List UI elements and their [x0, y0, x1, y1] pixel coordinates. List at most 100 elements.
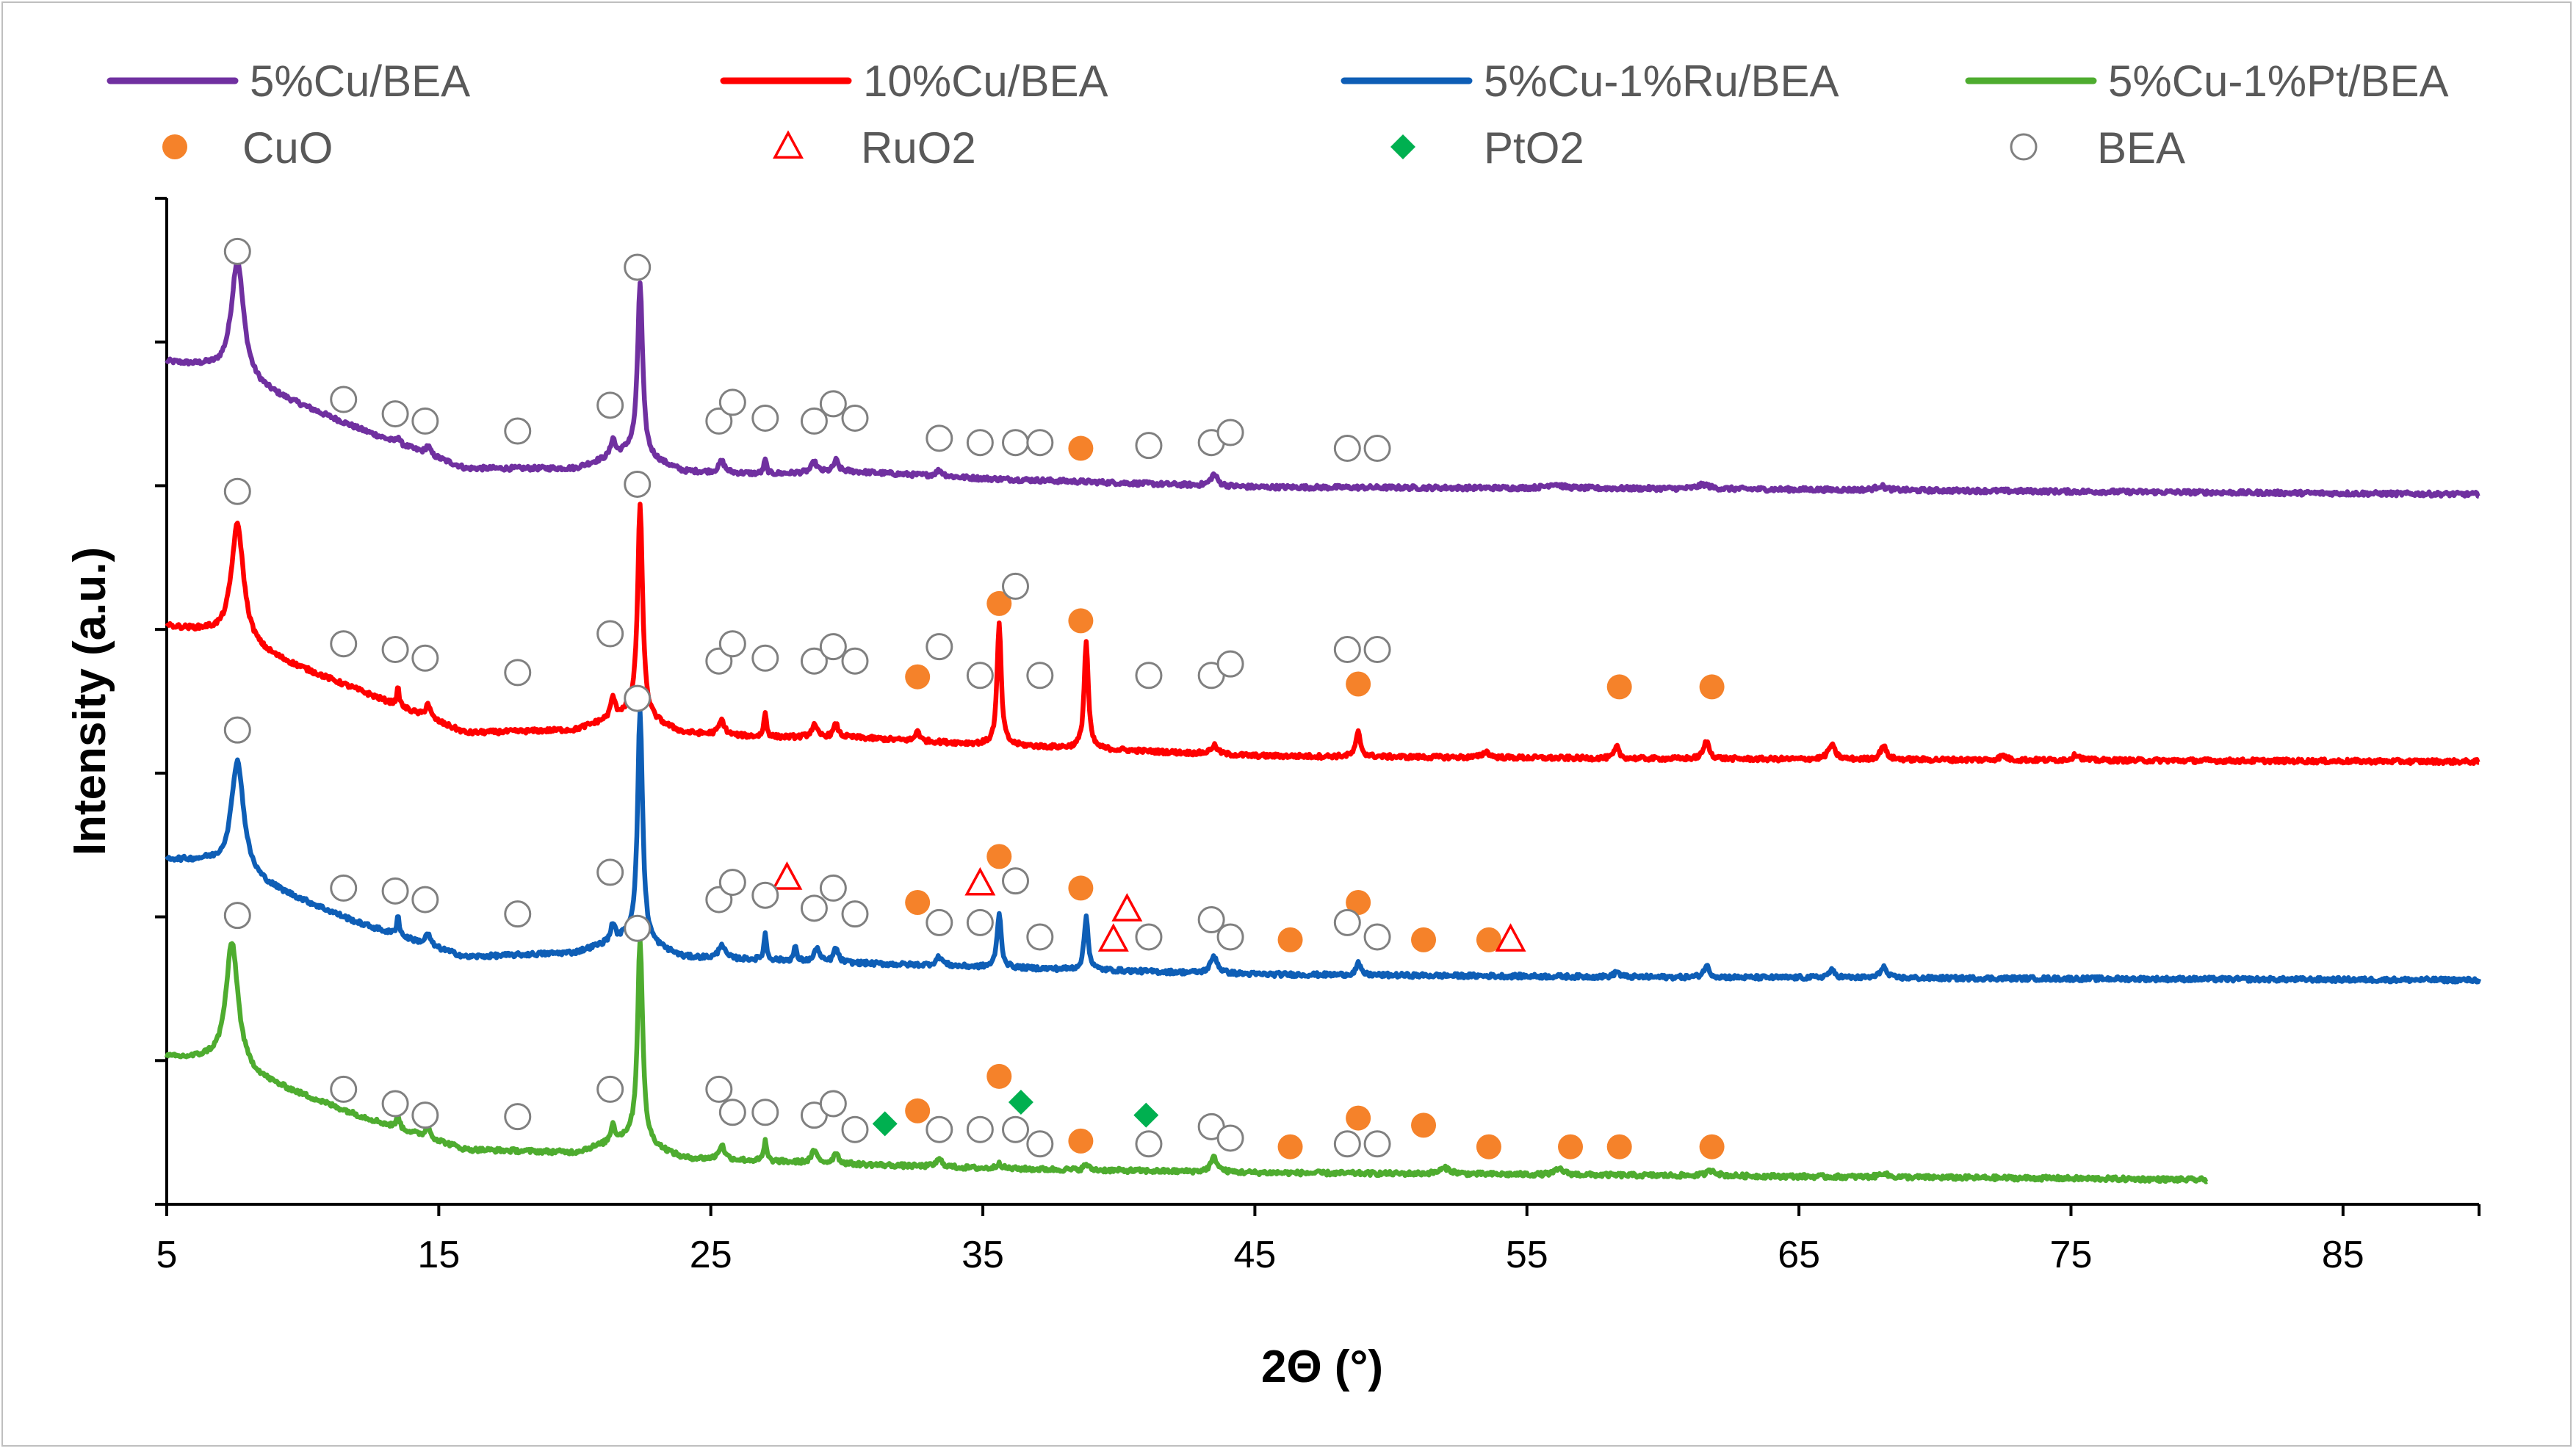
x-tick-label: 55: [1506, 1234, 1548, 1276]
marker-cuo: [1699, 1134, 1725, 1159]
marker-bea: [800, 894, 828, 922]
marker-bea: [223, 477, 251, 505]
marker-cuo: [1346, 890, 1371, 915]
marker-bea: [819, 390, 847, 418]
x-tick-label: 5: [156, 1234, 178, 1276]
marker-pto2: [1133, 1102, 1159, 1128]
marker-bea: [1026, 429, 1054, 457]
marker-bea: [504, 659, 532, 687]
axes: 5 15 25 35 45 55 65 75 85: [155, 197, 2481, 1276]
legend-symbol-bea: [2010, 133, 2038, 161]
marker-bea: [718, 630, 746, 658]
series-5cu-bea: [165, 258, 2481, 499]
marker-bea: [624, 914, 652, 942]
marker-cuo: [1346, 671, 1371, 697]
marker-bea: [624, 253, 652, 281]
marker-bea: [596, 1075, 624, 1103]
marker-ruo2: [1111, 893, 1143, 922]
marker-bea: [1026, 1130, 1054, 1158]
marker-bea: [705, 407, 733, 435]
marker-bea: [411, 644, 439, 672]
marker-bea: [1216, 419, 1244, 446]
marker-pto2: [1008, 1090, 1033, 1115]
marker-bea: [411, 886, 439, 913]
marker-bea: [819, 1090, 847, 1118]
marker-bea: [624, 684, 652, 712]
marker-bea: [411, 407, 439, 435]
legend-marker-pto2: [1390, 134, 1415, 159]
marker-bea: [926, 908, 953, 936]
legend-symbol-cuo: [162, 134, 187, 159]
x-tick-label: 75: [2050, 1234, 2093, 1276]
legend-label-cuo: CuO: [242, 123, 333, 173]
legend-label-5cu-bea: 5%Cu/BEA: [250, 57, 470, 106]
legend-label-ruo2: RuO2: [861, 123, 976, 173]
marker-bea: [1216, 923, 1244, 951]
marker-group: [223, 237, 1725, 1159]
marker-bea: [1135, 1130, 1163, 1158]
legend-label-5cu-1pt-bea: 5%Cu-1%Pt/BEA: [2108, 57, 2449, 106]
marker-ruo2: [771, 861, 803, 890]
marker-bea: [926, 1115, 953, 1143]
legend-label-5cu-1ru-bea: 5%Cu-1%Ru/BEA: [1484, 57, 1839, 106]
marker-bea: [1333, 908, 1361, 936]
marker-bea: [1216, 1124, 1244, 1152]
marker-bea: [223, 902, 251, 930]
marker-cuo: [1068, 1128, 1094, 1154]
marker-bea: [705, 1075, 733, 1103]
series-10cu-bea: [165, 502, 2481, 767]
marker-cuo: [986, 1063, 1012, 1089]
marker-cuo: [1068, 435, 1094, 461]
marker-cuo: [905, 664, 931, 690]
marker-bea: [966, 429, 994, 457]
series-group: [164, 258, 2482, 1184]
marker-bea: [1333, 1130, 1361, 1158]
marker-bea: [1026, 662, 1054, 690]
x-ticks: 5 15 25 35 45 55 65 75 85: [156, 1204, 2481, 1276]
legend-symbol-ruo2: [773, 130, 804, 159]
marker-bea: [1135, 662, 1163, 690]
marker-bea: [1002, 429, 1030, 457]
x-tick-label: 85: [2322, 1234, 2364, 1276]
marker-bea: [330, 630, 358, 658]
marker-bea: [1333, 435, 1361, 463]
marker-bea: [1363, 1130, 1391, 1158]
x-tick-label: 35: [962, 1234, 1004, 1276]
marker-bea: [330, 1075, 358, 1103]
marker-cuo: [1606, 674, 1632, 700]
marker-cuo: [1558, 1134, 1584, 1159]
marker-bea: [330, 874, 358, 902]
series-5cu-1ru-bea: [165, 709, 2482, 985]
marker-bea: [841, 404, 869, 432]
marker-bea: [841, 647, 869, 675]
x-tick-label: 15: [417, 1234, 460, 1276]
marker-bea: [1216, 650, 1244, 678]
legend-label-10cu-bea: 10%Cu/BEA: [863, 57, 1108, 106]
marker-bea: [751, 644, 779, 672]
y-axis-title: Intensity (a.u.): [65, 547, 115, 855]
legend-label-pto2: PtO2: [1484, 123, 1584, 173]
marker-cuo: [1476, 1134, 1501, 1159]
marker-cuo: [1277, 1134, 1303, 1159]
marker-bea: [926, 424, 953, 452]
marker-bea: [624, 470, 652, 498]
marker-bea: [1135, 432, 1163, 460]
marker-bea: [596, 620, 624, 648]
marker-bea: [926, 633, 953, 661]
marker-bea: [800, 407, 828, 435]
series-5cu-1pt-bea: [164, 937, 2209, 1184]
legend-label-bea: BEA: [2097, 123, 2185, 173]
marker-bea: [751, 1099, 779, 1126]
marker-bea: [966, 908, 994, 936]
marker-bea: [1002, 572, 1030, 600]
marker-bea: [596, 858, 624, 886]
marker-bea: [1002, 1115, 1030, 1143]
marker-bea: [1002, 867, 1030, 895]
marker-bea: [1197, 905, 1225, 933]
x-tick-label: 25: [690, 1234, 732, 1276]
marker-bea: [751, 404, 779, 432]
marker-bea: [819, 874, 847, 902]
marker-bea: [504, 900, 532, 928]
marker-cuo: [986, 590, 1012, 616]
